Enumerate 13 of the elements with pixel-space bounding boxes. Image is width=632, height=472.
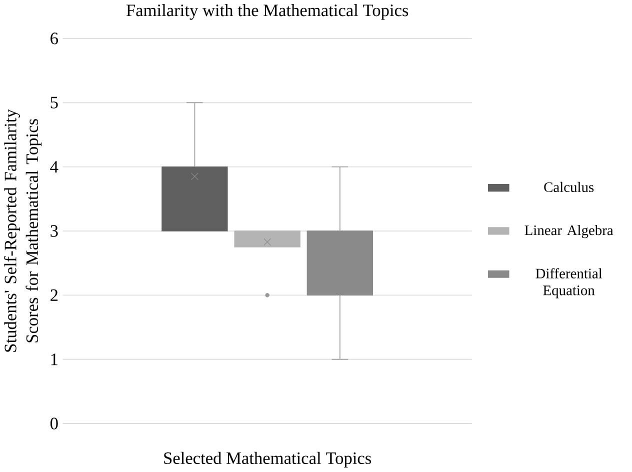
y-tick-label: 5: [50, 97, 58, 109]
legend-label: Differential Equation: [536, 268, 602, 298]
text: Calculus: [544, 182, 594, 192]
y-axis-title: Students' Self-Reported Familarity Scores for Mathematical Topics: [4, 109, 42, 352]
x-axis-title: Selected Mathematical Topics: [164, 452, 372, 468]
legend-label: Linear Algebra: [524, 225, 614, 238]
y-tick-label: 1: [51, 354, 58, 366]
y-tick-label: 2: [50, 290, 58, 302]
y-tick-label: 4: [50, 161, 58, 173]
chart-title: Familarity with the Mathematical Topics: [126, 4, 408, 20]
y-tick-label: 0: [50, 418, 58, 430]
y-tick-label: 3: [50, 225, 58, 238]
y-tick-label: 6: [50, 32, 58, 44]
